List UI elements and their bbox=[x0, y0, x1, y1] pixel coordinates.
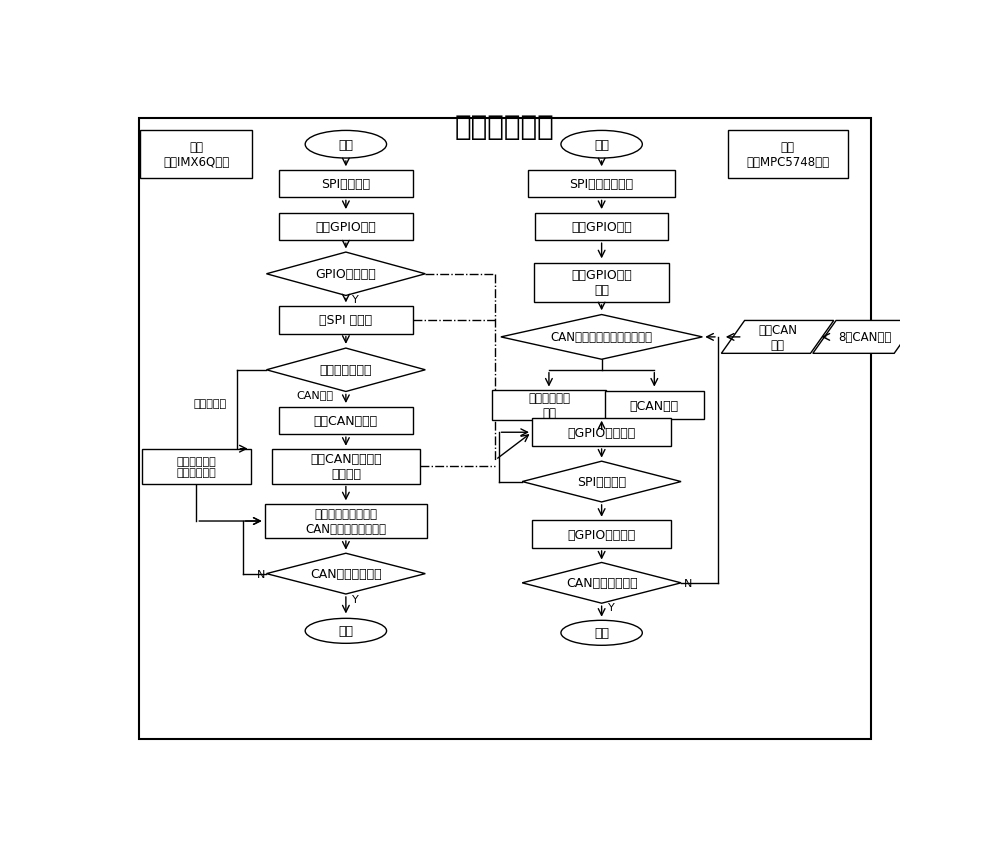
Text: N: N bbox=[256, 569, 265, 579]
Polygon shape bbox=[501, 315, 702, 360]
Text: 接收CAN
数据: 接收CAN 数据 bbox=[758, 323, 797, 351]
FancyBboxPatch shape bbox=[535, 213, 668, 241]
Text: Y: Y bbox=[352, 294, 359, 305]
FancyBboxPatch shape bbox=[528, 171, 675, 198]
FancyBboxPatch shape bbox=[279, 171, 413, 198]
Text: 设置GPIO输出: 设置GPIO输出 bbox=[571, 221, 632, 234]
Text: 放入CAN数据接收
缓存队列: 放入CAN数据接收 缓存队列 bbox=[310, 453, 382, 481]
Text: 主机
采用IMX6Q芯片: 主机 采用IMX6Q芯片 bbox=[163, 141, 229, 169]
Text: GPIO是否为低: GPIO是否为低 bbox=[316, 268, 376, 281]
FancyBboxPatch shape bbox=[272, 450, 420, 484]
Text: N: N bbox=[684, 578, 693, 588]
Text: CAN数据接收完毕: CAN数据接收完毕 bbox=[310, 567, 382, 580]
Text: CAN数据发送完毕: CAN数据发送完毕 bbox=[566, 577, 637, 589]
Text: 结束: 结束 bbox=[338, 624, 353, 637]
FancyBboxPatch shape bbox=[534, 264, 669, 303]
Text: 8路CAN数据: 8路CAN数据 bbox=[838, 331, 892, 344]
Polygon shape bbox=[813, 321, 917, 354]
FancyBboxPatch shape bbox=[605, 392, 704, 420]
Text: 置GPIO管脚为高: 置GPIO管脚为高 bbox=[568, 528, 636, 541]
Text: 读第一帧数据
记载开始时间: 读第一帧数据 记载开始时间 bbox=[176, 456, 216, 478]
Text: 开始: 开始 bbox=[338, 138, 353, 152]
Text: 开始: 开始 bbox=[594, 138, 609, 152]
FancyBboxPatch shape bbox=[492, 391, 606, 421]
Text: 置GPIO管脚为低: 置GPIO管脚为低 bbox=[568, 426, 636, 439]
FancyBboxPatch shape bbox=[264, 504, 427, 538]
FancyBboxPatch shape bbox=[279, 407, 413, 435]
Text: 读SPI 数据包: 读SPI 数据包 bbox=[319, 314, 372, 327]
Ellipse shape bbox=[561, 131, 642, 159]
Text: 从机
采用MPC5748芯片: 从机 采用MPC5748芯片 bbox=[746, 141, 829, 169]
FancyBboxPatch shape bbox=[139, 119, 871, 740]
FancyBboxPatch shape bbox=[728, 131, 848, 178]
Polygon shape bbox=[522, 563, 681, 604]
Text: 取出数据，并给每帧
CAN数据加时间戳存储: 取出数据，并给每帧 CAN数据加时间戳存储 bbox=[305, 508, 386, 536]
FancyBboxPatch shape bbox=[279, 213, 413, 241]
Ellipse shape bbox=[305, 618, 387, 643]
Text: Y: Y bbox=[608, 602, 614, 612]
Text: 设置GPIO管脚
为高: 设置GPIO管脚 为高 bbox=[571, 269, 632, 297]
Text: SPI主初始化: SPI主初始化 bbox=[321, 178, 370, 191]
Text: 解析数据包类型: 解析数据包类型 bbox=[320, 364, 372, 377]
Text: 发送开始计时
标志: 发送开始计时 标志 bbox=[528, 392, 570, 420]
Polygon shape bbox=[522, 461, 681, 502]
Text: 发CAN数据: 发CAN数据 bbox=[630, 399, 679, 412]
Text: SPI从同步初始化: SPI从同步初始化 bbox=[570, 178, 634, 191]
FancyBboxPatch shape bbox=[532, 419, 671, 446]
Ellipse shape bbox=[561, 621, 642, 646]
Text: 结束: 结束 bbox=[594, 627, 609, 640]
Polygon shape bbox=[266, 349, 425, 392]
Text: CAN数据: CAN数据 bbox=[296, 390, 333, 400]
Text: 第一帧数据: 第一帧数据 bbox=[194, 398, 227, 409]
Text: CAN数据加毫秒计数打包完成: CAN数据加毫秒计数打包完成 bbox=[551, 331, 653, 344]
FancyBboxPatch shape bbox=[140, 131, 252, 178]
Text: 数据采集终端: 数据采集终端 bbox=[455, 113, 555, 142]
Text: 解析CAN数据包: 解析CAN数据包 bbox=[314, 415, 378, 427]
FancyBboxPatch shape bbox=[142, 450, 251, 484]
Polygon shape bbox=[721, 321, 834, 354]
Text: Y: Y bbox=[352, 594, 359, 604]
FancyBboxPatch shape bbox=[279, 306, 413, 334]
Polygon shape bbox=[266, 554, 425, 595]
Ellipse shape bbox=[305, 131, 387, 159]
Text: SPI发送完成: SPI发送完成 bbox=[577, 475, 626, 489]
FancyBboxPatch shape bbox=[532, 520, 671, 548]
Polygon shape bbox=[266, 252, 425, 296]
Text: 设置GPIO输入: 设置GPIO输入 bbox=[316, 221, 376, 234]
